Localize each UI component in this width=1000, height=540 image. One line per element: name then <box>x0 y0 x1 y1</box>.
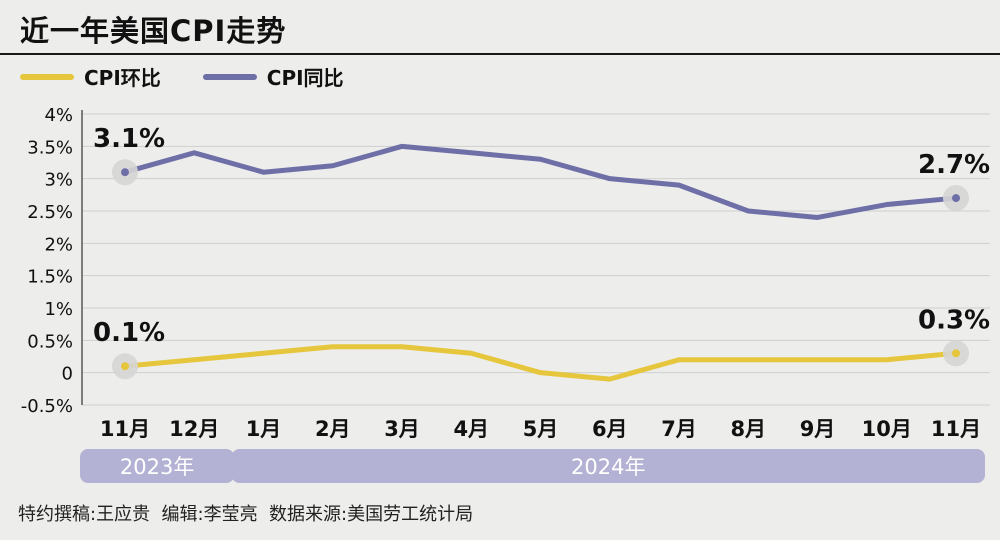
y-tick-label: 2.5% <box>27 202 73 223</box>
y-tick-label: 1% <box>44 299 73 320</box>
x-tick-label: 9月 <box>800 417 836 441</box>
x-tick-label: 11月 <box>100 417 150 441</box>
y-tick-label: 3.5% <box>27 137 73 158</box>
y-tick-label: -0.5% <box>21 396 73 417</box>
x-tick-label: 4月 <box>453 417 489 441</box>
data-point <box>952 194 960 203</box>
x-tick-label: 1月 <box>246 417 282 441</box>
data-label: 0.1% <box>93 318 165 348</box>
year-band <box>231 449 985 483</box>
x-tick-label: 5月 <box>523 417 559 441</box>
legend-item-yoy: CPI同比 <box>202 62 344 91</box>
x-tick-label: 2月 <box>315 417 351 441</box>
data-label: 2.7% <box>918 150 990 180</box>
legend-label-mom: CPI环比 <box>84 66 161 90</box>
y-tick-label: 3% <box>44 170 73 191</box>
x-tick-label: 3月 <box>384 417 420 441</box>
legend-swatch-mom <box>20 73 74 80</box>
legend-item-mom: CPI环比 <box>20 62 161 91</box>
data-point <box>121 362 129 371</box>
data-label: 3.1% <box>93 124 165 154</box>
y-tick-label: 0 <box>62 364 73 385</box>
data-point <box>121 168 129 177</box>
y-tick-label: 1.5% <box>27 267 73 288</box>
legend-label-yoy: CPI同比 <box>266 66 344 90</box>
x-tick-label: 6月 <box>592 417 628 441</box>
x-tick-label: 8月 <box>730 417 766 441</box>
y-tick-label: 2% <box>44 234 73 255</box>
x-tick-label: 7月 <box>661 417 697 441</box>
series-line-yoy <box>122 143 959 220</box>
x-tick-label: 12月 <box>169 417 219 441</box>
year-band <box>80 449 235 483</box>
title-divider <box>0 53 1000 55</box>
data-point <box>952 349 960 358</box>
legend-swatch-yoy <box>202 73 257 80</box>
y-tick-label: 0.5% <box>27 331 73 352</box>
credits-footer: 特约撰稿:王应贵 编辑:李莹亮 数据来源:美国劳工统计局 <box>18 504 474 525</box>
data-label: 0.3% <box>918 305 990 335</box>
series-line-mom <box>122 344 959 382</box>
x-tick-label: 10月 <box>862 417 912 441</box>
y-tick-label: 4% <box>44 105 73 126</box>
year-band-label: 2024年 <box>571 455 645 479</box>
chart-legend: CPI环比 CPI同比 <box>20 62 344 91</box>
page-title: 近一年美国CPI走势 <box>20 14 287 48</box>
year-band-label: 2023年 <box>120 455 194 479</box>
x-tick-label: 11月 <box>931 417 981 441</box>
